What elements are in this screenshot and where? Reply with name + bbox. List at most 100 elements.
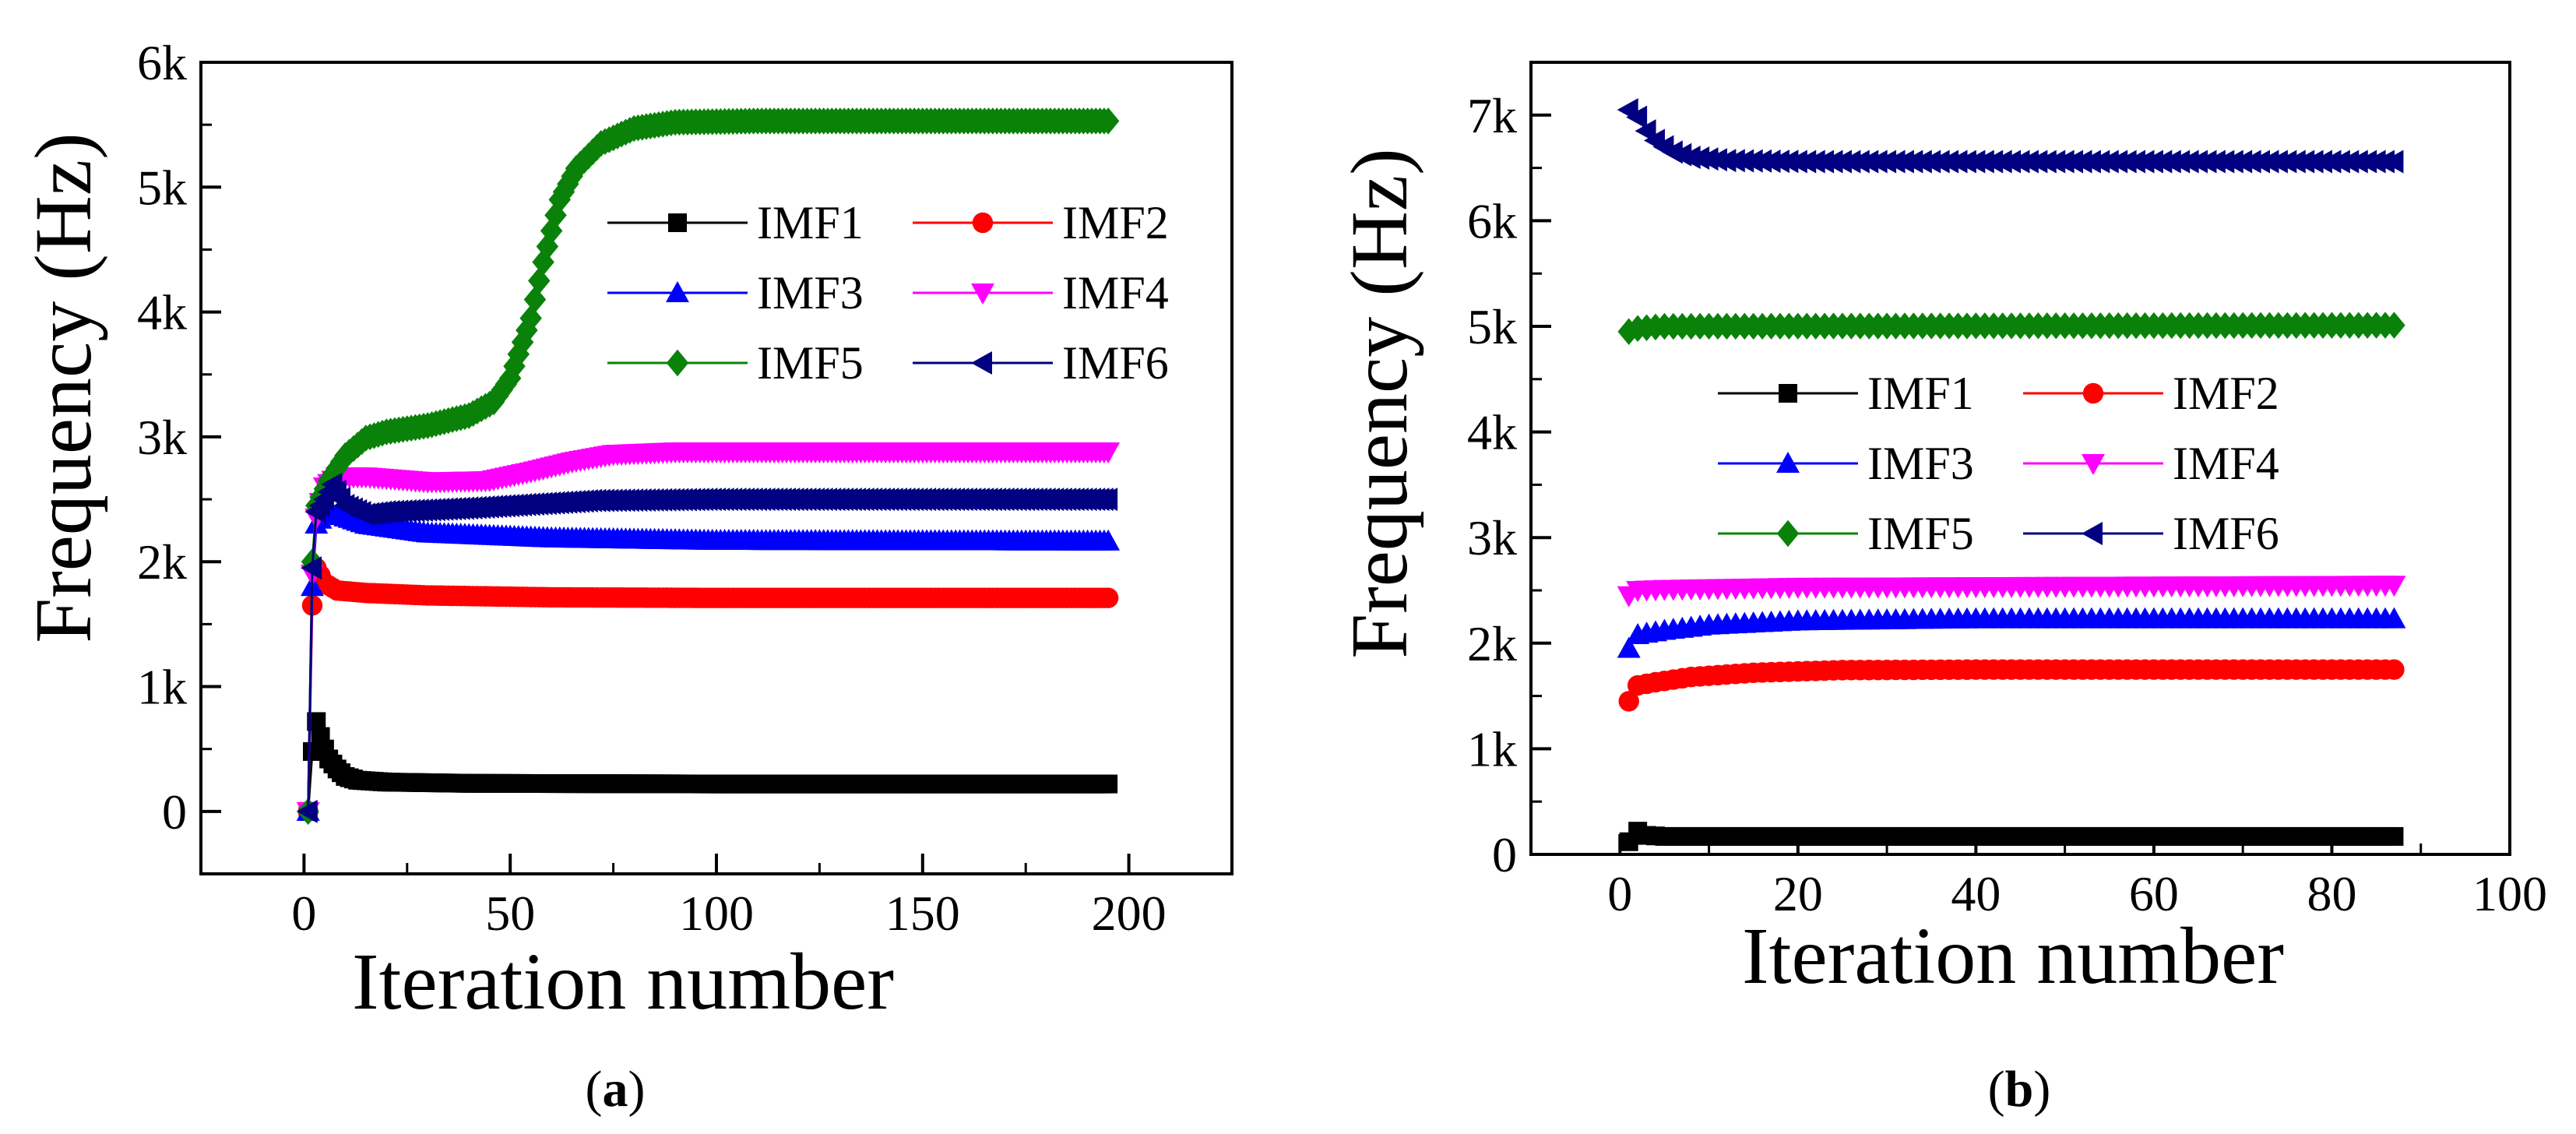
x-axis-title: Iteration number <box>1742 911 2284 1001</box>
x-tick-label: 0 <box>1607 866 1632 921</box>
series-imf5 <box>297 107 1120 826</box>
data-point <box>523 286 547 313</box>
legend-marker <box>666 349 689 377</box>
panel-b: 0 20 40 60 80 100 0 1k 2k 3k 4k 5k 6k 7k Iteration num… <box>1335 61 2547 1118</box>
legend-label: IMF5 <box>1867 508 1974 559</box>
y-tick-label: 2k <box>137 534 187 590</box>
y-tick-label: 6k <box>137 35 187 90</box>
legend-marker <box>666 281 689 302</box>
legend-item: IMF1 <box>607 197 864 248</box>
legend-item: IMF4 <box>913 267 1169 319</box>
x-axis-title: Iteration number <box>352 937 894 1027</box>
y-tick-label: 0 <box>162 784 187 840</box>
data-point <box>1097 587 1119 608</box>
legend-marker <box>668 213 687 232</box>
legend-item: IMF2 <box>2023 368 2279 419</box>
y-axis-title: Frequency (Hz) <box>19 132 108 643</box>
data-point <box>1096 529 1121 551</box>
panel-caption: (a) <box>586 1061 646 1118</box>
y-tick-label: 5k <box>137 160 187 215</box>
x-tick-label: 200 <box>1092 886 1167 941</box>
data-point <box>2384 659 2405 680</box>
y-tick-label: 4k <box>1467 405 1517 460</box>
panel-a: 0 50 100 150 200 0 1k 2k 3k 4k 5k 6k Iteration numbe… <box>19 35 1233 1118</box>
data-point <box>1096 442 1121 464</box>
legend-label: IMF1 <box>757 197 864 248</box>
caption-open: ( <box>1988 1061 2005 1118</box>
series-imf1 <box>298 712 1118 821</box>
y-tick-label: 6k <box>1467 193 1517 248</box>
x-tick-label: 100 <box>679 886 754 941</box>
legend-label: IMF4 <box>1062 267 1169 319</box>
legend-marker <box>971 284 994 305</box>
y-tick-label: 2k <box>1467 616 1517 671</box>
data-point <box>2382 607 2406 629</box>
y-axis-title: Frequency (Hz) <box>1335 148 1424 658</box>
legend-label: IMF2 <box>1062 197 1169 248</box>
legend-item: IMF6 <box>2023 508 2279 559</box>
caption-letter: b <box>2005 1061 2034 1118</box>
legend-label: IMF6 <box>2173 508 2279 559</box>
data-point <box>2382 576 2406 597</box>
data-point <box>1099 774 1118 794</box>
x-tick-label: 20 <box>1773 866 1823 921</box>
data-point <box>519 305 542 332</box>
legend-label: IMF3 <box>1867 438 1974 489</box>
y-tick-label: 7k <box>1467 88 1517 143</box>
legend-item: IMF3 <box>1718 438 1974 489</box>
series-imf6 <box>1617 98 2404 174</box>
legend-marker <box>971 351 992 375</box>
y-tick-label: 3k <box>137 410 187 465</box>
series-imf5 <box>1617 312 2405 346</box>
x-tick-label: 40 <box>1951 866 2001 921</box>
data-point <box>1617 636 1641 658</box>
series-line <box>307 721 1109 812</box>
data-point <box>1618 691 1639 712</box>
legend-marker <box>1779 384 1797 403</box>
y-tick-label: 4k <box>137 285 187 340</box>
series-imf2 <box>1618 659 2405 712</box>
legend-marker <box>2082 454 2105 475</box>
legend-item: IMF6 <box>913 337 1169 389</box>
legend-label: IMF4 <box>2173 438 2279 489</box>
legend-item: IMF2 <box>913 197 1169 248</box>
legend: IMF1 IMF2 IMF3 IMF4 IMF5 IMF6 <box>607 197 1169 389</box>
legend-marker <box>1776 452 1800 473</box>
data-point <box>2382 150 2404 174</box>
y-tick-label: 1k <box>137 660 187 715</box>
series-imf2 <box>297 558 1119 822</box>
legend-label: IMF5 <box>757 337 864 389</box>
data-point <box>1096 107 1120 135</box>
series-imf3 <box>296 502 1121 821</box>
series-imf6 <box>296 472 1118 823</box>
caption-close: ) <box>2033 1061 2050 1118</box>
series-imf4 <box>1617 576 2406 608</box>
legend-label: IMF2 <box>2173 368 2279 419</box>
data-point <box>2383 312 2405 339</box>
y-tick-label: 3k <box>1467 510 1517 565</box>
caption-letter: a <box>603 1061 628 1118</box>
y-tick-label: 1k <box>1467 721 1517 777</box>
y-tick-label: 5k <box>1467 299 1517 354</box>
legend-label: IMF3 <box>757 267 864 319</box>
panel-caption: (b) <box>1988 1061 2051 1118</box>
plot-frame <box>1529 61 2511 856</box>
legend: IMF1 IMF2 IMF3 IMF4 IMF5 IMF6 <box>1718 368 2279 559</box>
legend-item: IMF1 <box>1718 368 1974 419</box>
series-imf3 <box>1617 607 2406 658</box>
x-tick-label: 100 <box>2472 866 2547 921</box>
legend-marker <box>1776 519 1800 548</box>
x-tick-label: 0 <box>291 886 316 941</box>
caption-close: ) <box>628 1061 646 1118</box>
data-point <box>300 556 322 580</box>
legend-item: IMF4 <box>2023 438 2279 489</box>
data-point <box>1626 105 1648 129</box>
data-point <box>528 267 551 294</box>
legend-item: IMF5 <box>1718 508 1974 559</box>
x-tick-label: 50 <box>485 886 535 941</box>
data-point <box>1096 488 1118 512</box>
legend-item: IMF3 <box>607 267 864 319</box>
legend-item: IMF5 <box>607 337 864 389</box>
data-point <box>2384 826 2404 846</box>
